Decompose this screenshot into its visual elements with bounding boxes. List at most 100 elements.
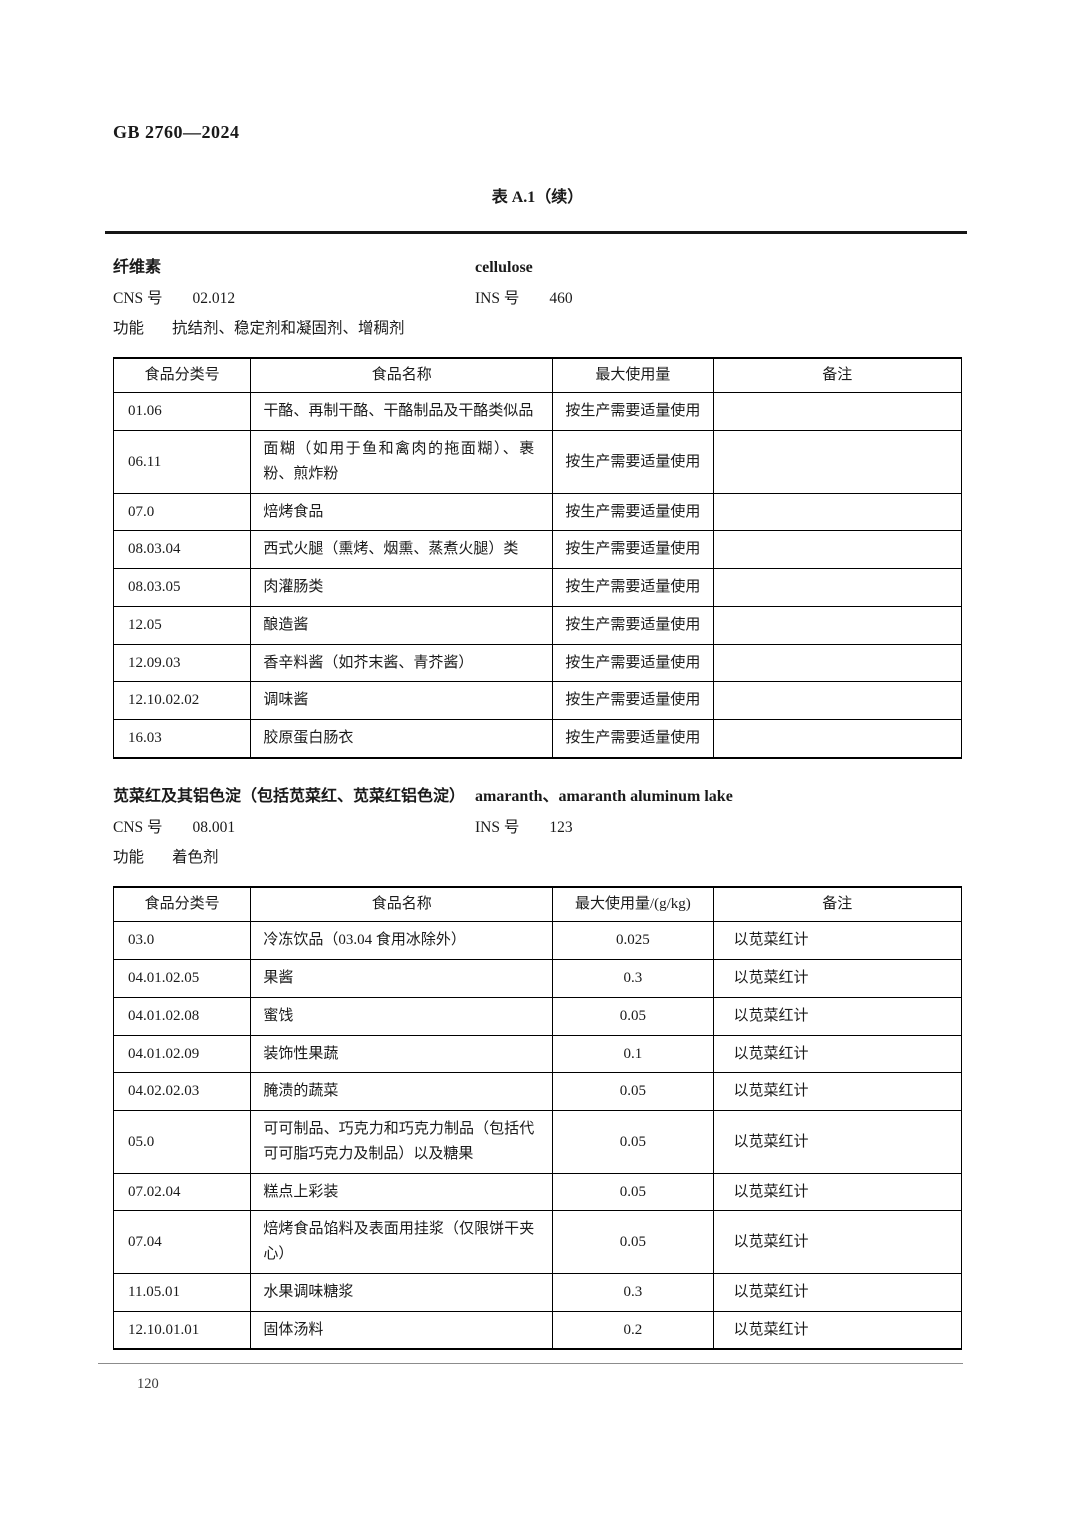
table-cell: 腌渍的蔬菜 <box>250 1072 554 1112</box>
table-cell: 04.01.02.08 <box>112 996 252 1036</box>
function-label: 功能 <box>113 320 145 338</box>
table-header-row: 食品分类号 食品名称 最大使用量/(g/kg) 备注 <box>112 886 963 923</box>
cns-label: CNS 号 <box>113 290 163 307</box>
additive-name-en: amaranth、amaranth aluminum lake <box>475 787 733 805</box>
cns-value: 02.012 <box>192 290 236 307</box>
table-row: 12.10.02.02 调味酱 按生产需要适量使用 <box>112 681 963 721</box>
table-cell <box>712 530 963 570</box>
table-cell: 0.025 <box>552 921 714 961</box>
table-cell: 0.3 <box>552 1272 714 1312</box>
title-rule <box>105 231 967 234</box>
col-header-food-name: 食品名称 <box>250 886 554 923</box>
table-cell: 按生产需要适量使用 <box>552 430 714 494</box>
usage-table-amaranth: 食品分类号 食品名称 最大使用量/(g/kg) 备注 03.0 冷冻饮品（03.0… <box>112 886 963 1351</box>
additive-name-cn: 纤维素 <box>113 259 162 276</box>
table-body: 03.0 冷冻饮品（03.04 食用冰除外） 0.025 以苋菜红计 04.01.02.… <box>112 921 963 1350</box>
table-cell: 04.01.02.09 <box>112 1034 252 1074</box>
table-row: 05.0 可可制品、巧克力和巧克力制品（包括代可可脂巧克力及制品）以及糖果 0.05… <box>112 1110 963 1174</box>
table-cell: 以苋菜红计 <box>712 1110 963 1174</box>
col-header-food-category: 食品分类号 <box>112 357 252 394</box>
table-cell: 以苋菜红计 <box>712 1210 963 1274</box>
table-row: 07.04 焙烤食品馅料及表面用挂浆（仅限饼干夹心） 0.05 以苋菜红计 <box>112 1210 963 1274</box>
ins-label: INS 号 <box>475 818 520 836</box>
table-cell: 01.06 <box>112 392 252 432</box>
table-row: 07.0 焙烤食品 按生产需要适量使用 <box>112 492 963 532</box>
table-cell: 0.05 <box>552 1172 714 1212</box>
table-cell: 按生产需要适量使用 <box>552 568 714 607</box>
function-value: 抗结剂、稳定剂和凝固剂、增稠剂 <box>172 320 405 338</box>
table-cell: 12.05 <box>112 605 252 645</box>
table-row: 12.10.01.01 固体汤料 0.2 以苋菜红计 <box>112 1310 963 1350</box>
table-cell <box>712 392 963 432</box>
cns-entry: CNS 号 08.001 <box>113 813 475 843</box>
table-row: 08.03.05 肉灌肠类 按生产需要适量使用 <box>112 568 963 607</box>
table-cell <box>712 492 963 532</box>
function-row: 功能 着色剂 <box>113 843 962 873</box>
table-cell: 03.0 <box>112 921 252 961</box>
table-cell: 以苋菜红计 <box>712 1072 963 1112</box>
table-row: 16.03 胶原蛋白肠衣 按生产需要适量使用 <box>112 719 963 759</box>
table-row: 07.02.04 糕点上彩装 0.05 以苋菜红计 <box>112 1172 963 1212</box>
col-header-remark: 备注 <box>712 886 963 923</box>
additive-name-en: cellulose <box>475 259 533 276</box>
table-cell: 0.05 <box>552 1110 714 1174</box>
table-cell: 面糊（如用于鱼和禽肉的拖面糊）、裹粉、煎炸粉 <box>250 430 554 494</box>
table-cell: 装饰性果蔬 <box>250 1034 554 1074</box>
table-cell: 按生产需要适量使用 <box>552 719 714 759</box>
table-cell: 12.10.02.02 <box>112 681 252 721</box>
table-cell: 07.0 <box>112 492 252 532</box>
table-cell: 按生产需要适量使用 <box>552 681 714 721</box>
table-cell: 04.02.02.03 <box>112 1072 252 1112</box>
ins-value: 460 <box>549 290 573 307</box>
table-cell <box>712 605 963 645</box>
col-header-max-usage: 最大使用量/(g/kg) <box>552 886 714 923</box>
table-cell: 以苋菜红计 <box>712 921 963 961</box>
table-cell: 16.03 <box>112 719 252 759</box>
table-cell: 07.02.04 <box>112 1172 252 1212</box>
additive-heading: 纤维素 cellulose <box>113 252 962 284</box>
table-title: 表 A.1（续） <box>491 189 584 206</box>
col-header-remark: 备注 <box>712 357 963 394</box>
table-cell: 以苋菜红计 <box>712 1272 963 1312</box>
table-row: 04.01.02.09 装饰性果蔬 0.1 以苋菜红计 <box>112 1034 963 1074</box>
page-number: 120 <box>137 1376 159 1393</box>
table-cell: 按生产需要适量使用 <box>552 492 714 532</box>
table-cell: 12.09.03 <box>112 643 252 683</box>
table-cell: 以苋菜红计 <box>712 959 963 998</box>
function-label: 功能 <box>113 849 145 867</box>
table-cell <box>712 643 963 683</box>
table-cell: 0.1 <box>552 1034 714 1074</box>
table-cell: 0.05 <box>552 1210 714 1274</box>
table-cell: 以苋菜红计 <box>712 1034 963 1074</box>
table-cell: 0.2 <box>552 1310 714 1350</box>
table-cell <box>712 430 963 494</box>
table-row: 04.02.02.03 腌渍的蔬菜 0.05 以苋菜红计 <box>112 1072 963 1112</box>
table-row: 11.05.01 水果调味糖浆 0.3 以苋菜红计 <box>112 1272 963 1312</box>
table-cell: 蜜饯 <box>250 996 554 1036</box>
table-cell: 焙烤食品 <box>250 492 554 532</box>
table-cell: 糕点上彩装 <box>250 1172 554 1212</box>
table-row: 04.01.02.08 蜜饯 0.05 以苋菜红计 <box>112 996 963 1036</box>
cns-ins-row: CNS 号 08.001 INS 号 123 <box>113 813 962 843</box>
table-cell: 11.05.01 <box>112 1272 252 1312</box>
cns-ins-row: CNS 号 02.012 INS 号 460 <box>113 284 962 314</box>
table-header: 食品分类号 食品名称 最大使用量 备注 <box>112 357 963 394</box>
table-cell: 08.03.05 <box>112 568 252 607</box>
standard-number: GB 2760—2024 <box>113 122 240 142</box>
table-header: 食品分类号 食品名称 最大使用量/(g/kg) 备注 <box>112 886 963 923</box>
function-row: 功能 抗结剂、稳定剂和凝固剂、增稠剂 <box>113 314 962 344</box>
table-cell: 0.05 <box>552 1072 714 1112</box>
table-cell: 以苋菜红计 <box>712 996 963 1036</box>
function-value: 着色剂 <box>172 849 219 867</box>
ins-entry: INS 号 460 <box>475 284 962 314</box>
col-header-max-usage: 最大使用量 <box>552 357 714 394</box>
table-cell: 可可制品、巧克力和巧克力制品（包括代可可脂巧克力及制品）以及糖果 <box>250 1110 554 1174</box>
table-cell: 果酱 <box>250 959 554 998</box>
table-row: 01.06 干酪、再制干酪、干酪制品及干酪类似品 按生产需要适量使用 <box>112 392 963 432</box>
page-content: GB 2760—2024 表 A.1（续） 纤维素 cellulose CNS … <box>98 122 967 1393</box>
table-row: 12.09.03 香辛料酱（如芥末酱、青芥酱） 按生产需要适量使用 <box>112 643 963 683</box>
table-cell: 固体汤料 <box>250 1310 554 1350</box>
additive-heading: 苋菜红及其铝色淀（包括苋菜红、苋菜红铝色淀） amaranth、amaranth… <box>113 781 962 813</box>
ins-label: INS 号 <box>475 290 520 307</box>
table-cell: 06.11 <box>112 430 252 494</box>
